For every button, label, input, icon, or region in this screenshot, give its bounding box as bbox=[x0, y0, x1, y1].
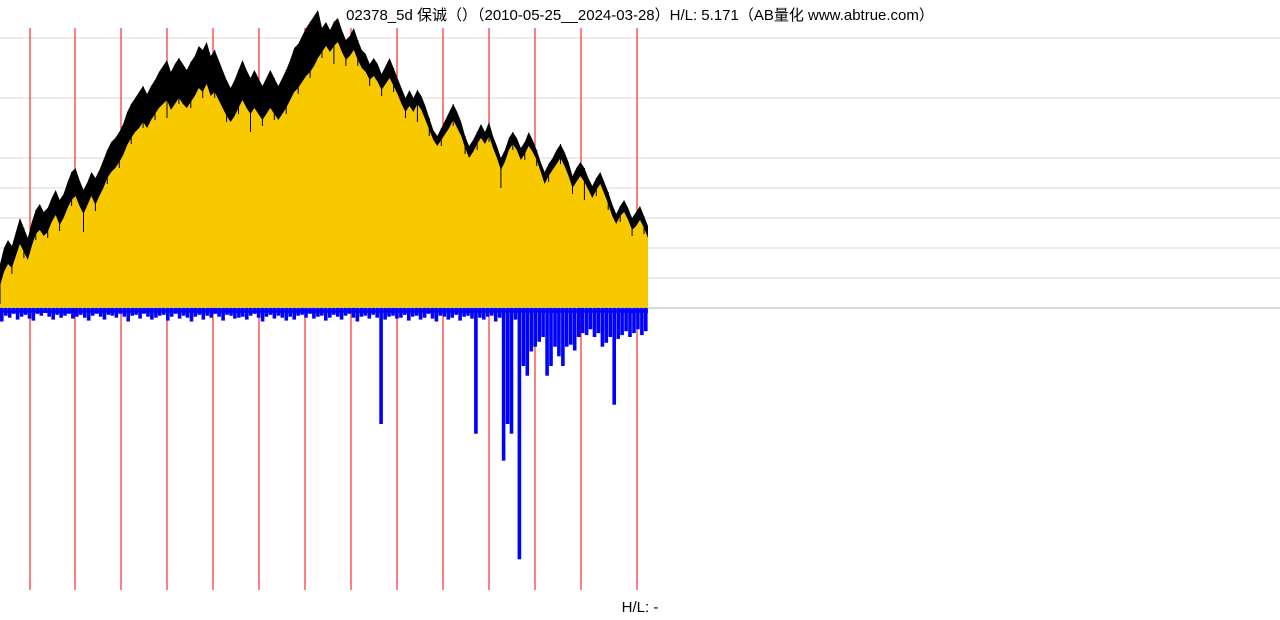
chart-canvas bbox=[0, 0, 1280, 620]
chart-title: 02378_5d 保诚（）（2010-05-25__2024-03-28）H/L… bbox=[0, 4, 1280, 25]
chart-footer: H/L: - bbox=[0, 599, 1280, 616]
stock-chart: 02378_5d 保诚（）（2010-05-25__2024-03-28）H/L… bbox=[0, 0, 1280, 620]
